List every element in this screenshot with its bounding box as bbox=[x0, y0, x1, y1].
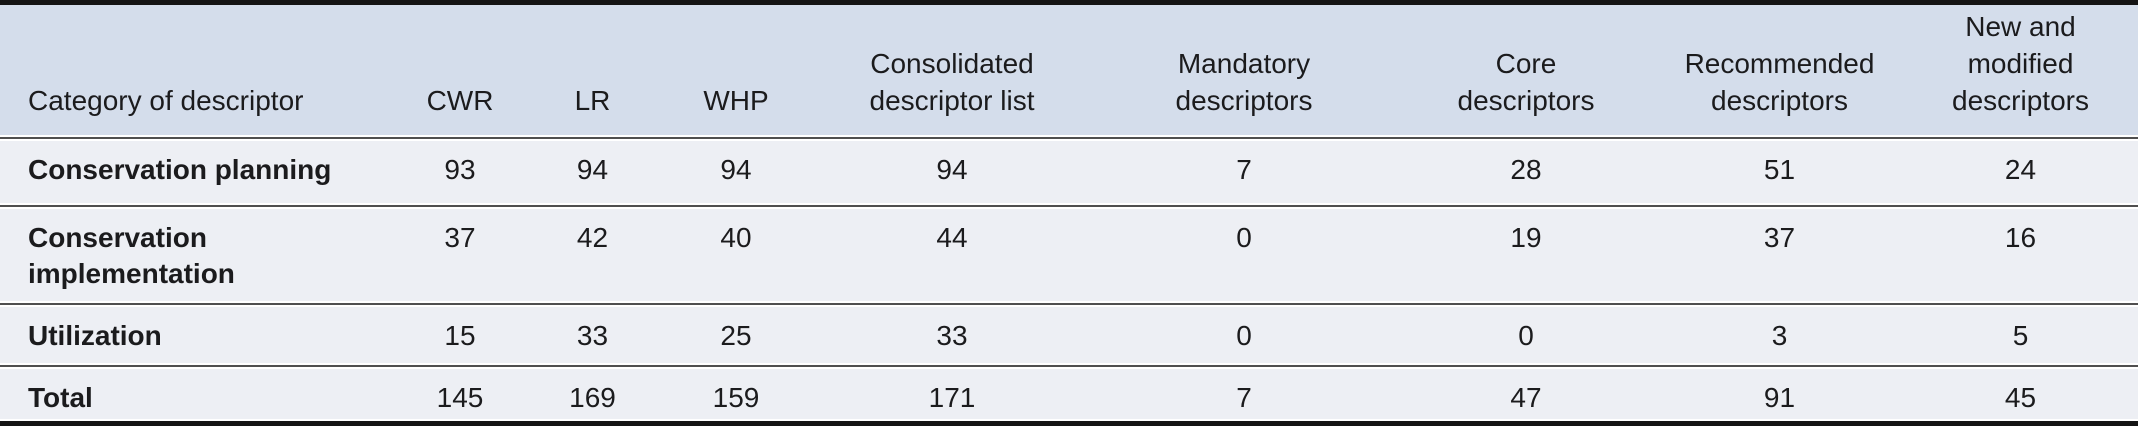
value-cell: 94 bbox=[936, 154, 968, 185]
value-cell: 0 bbox=[1236, 222, 1252, 253]
value-cell: 42 bbox=[576, 222, 609, 253]
value-cell: 44 bbox=[936, 222, 968, 253]
column-header-recommended: Recommended descriptors bbox=[1684, 48, 1875, 116]
header-separator-line bbox=[0, 135, 2138, 141]
value-cell: 33 bbox=[936, 320, 968, 351]
column-header-consolidated: Consolidated descriptor list bbox=[869, 48, 1035, 116]
value-cell: 0 bbox=[1518, 320, 1534, 351]
value-cell: 28 bbox=[1510, 154, 1542, 185]
value-cell: 24 bbox=[2004, 154, 2037, 185]
value-cell: 94 bbox=[720, 154, 752, 185]
value-cell: 171 bbox=[928, 382, 976, 413]
value-cell: 37 bbox=[444, 222, 476, 253]
column-header-core: Core descriptors bbox=[1457, 48, 1595, 116]
row-category-label: Utilization bbox=[28, 320, 162, 351]
value-cell: 5 bbox=[2012, 320, 2029, 351]
table-row-conservation-planning: Conservation planning 93 94 94 94 7 28 5… bbox=[0, 141, 2138, 203]
value-cell: 7 bbox=[1236, 154, 1252, 185]
value-cell: 45 bbox=[2004, 382, 2037, 413]
column-header-category: Category of descriptor bbox=[28, 85, 304, 116]
value-cell: 94 bbox=[576, 154, 609, 185]
row-category-label: Conservation planning bbox=[28, 154, 332, 185]
column-header-new-modified: New and modified descriptors bbox=[1952, 11, 2089, 116]
table-row-conservation-implementation: Conservation implementation 37 42 40 44 … bbox=[0, 209, 2138, 301]
row-separator-line bbox=[0, 363, 2138, 369]
value-cell: 37 bbox=[1763, 222, 1796, 253]
value-cell: 16 bbox=[2004, 222, 2037, 253]
value-cell: 40 bbox=[720, 222, 752, 253]
value-cell: 33 bbox=[576, 320, 609, 351]
column-header-mandatory: Mandatory descriptors bbox=[1175, 48, 1313, 116]
value-cell: 169 bbox=[569, 382, 616, 413]
row-separator-line bbox=[0, 203, 2138, 209]
table-row-total: Total 145 169 159 171 7 47 91 45 bbox=[0, 369, 2138, 419]
value-cell: 145 bbox=[436, 382, 484, 413]
column-header-cwr: CWR bbox=[426, 85, 494, 116]
row-separator-line bbox=[0, 301, 2138, 307]
value-cell: 93 bbox=[444, 154, 476, 185]
value-cell: 159 bbox=[712, 382, 760, 413]
value-cell: 91 bbox=[1763, 382, 1796, 413]
value-cell: 3 bbox=[1771, 320, 1788, 351]
table-bottom-border bbox=[0, 419, 2138, 426]
table-header-row: Category of descriptor CWR LR WHP Consol… bbox=[0, 5, 2138, 135]
value-cell: 7 bbox=[1236, 382, 1252, 413]
value-cell: 25 bbox=[720, 320, 752, 351]
value-cell: 0 bbox=[1236, 320, 1252, 351]
value-cell: 51 bbox=[1763, 154, 1796, 185]
value-cell: 15 bbox=[444, 320, 476, 351]
row-category-label: Total bbox=[28, 382, 93, 413]
table-row-utilization: Utilization 15 33 25 33 0 0 3 5 bbox=[0, 307, 2138, 363]
column-header-whp: WHP bbox=[703, 85, 769, 116]
table-top-border bbox=[0, 0, 2138, 5]
row-category-label: Conservation implementation bbox=[28, 222, 235, 289]
column-header-lr: LR bbox=[574, 85, 611, 116]
value-cell: 47 bbox=[1510, 382, 1542, 413]
value-cell: 19 bbox=[1510, 222, 1542, 253]
